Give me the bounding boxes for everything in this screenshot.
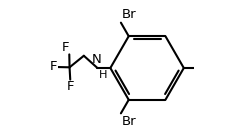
- Text: Br: Br: [121, 8, 136, 21]
- Text: H: H: [99, 70, 108, 80]
- Text: F: F: [50, 60, 57, 73]
- Text: F: F: [67, 80, 75, 93]
- Text: F: F: [61, 41, 69, 54]
- Text: Br: Br: [121, 115, 136, 128]
- Text: N: N: [92, 52, 102, 66]
